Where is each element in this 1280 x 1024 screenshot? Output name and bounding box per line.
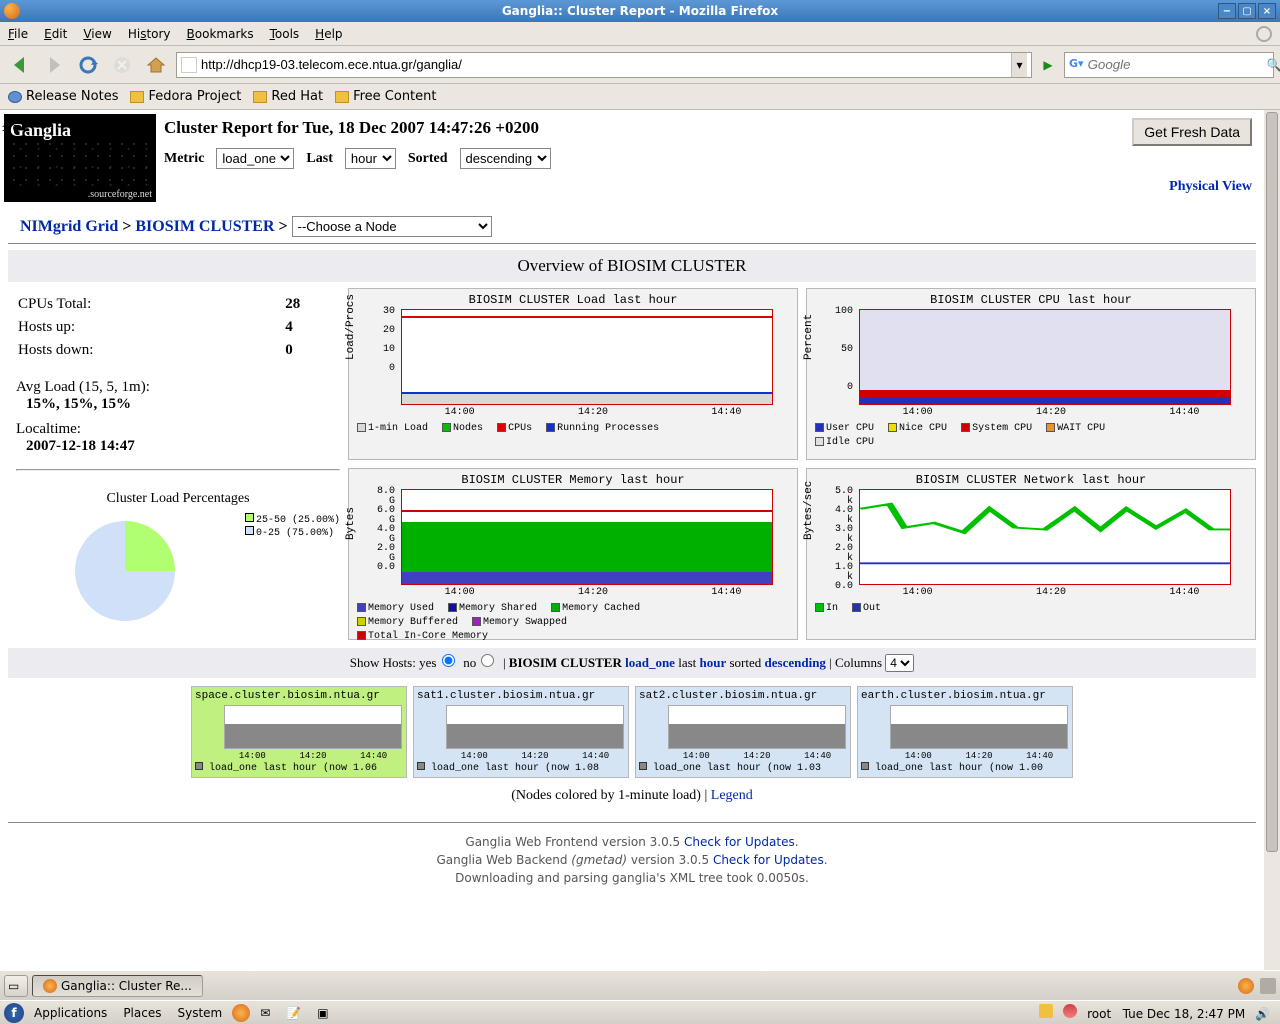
url-bar: ▾ <box>176 52 1032 78</box>
panel-launcher-firefox[interactable] <box>232 1004 250 1022</box>
get-fresh-data-button[interactable]: Get Fresh Data <box>1132 118 1252 146</box>
menu-history[interactable]: History <box>128 27 171 41</box>
menu-bookmarks[interactable]: Bookmarks <box>187 27 254 41</box>
menu-edit[interactable]: Edit <box>44 27 67 41</box>
throbber-icon <box>1256 26 1272 42</box>
tray-trash-icon[interactable] <box>1260 978 1276 994</box>
nodes-label: (Nodes colored by 1-minute load) | Legen… <box>0 778 1264 814</box>
host-card-earth[interactable]: earth.cluster.biosim.ntua.gr 0 - 0.001.0… <box>857 686 1073 778</box>
stats-column: CPUs Total:28 Hosts up:4 Hosts down:0 Av… <box>8 288 348 640</box>
maximize-button[interactable]: ▢ <box>1238 3 1256 19</box>
bookmarks-toolbar: Release Notes Fedora Project Red Hat Fre… <box>0 84 1280 110</box>
metric-select[interactable]: load_one <box>216 148 294 169</box>
bookmark-release-notes[interactable]: Release Notes <box>8 89 118 104</box>
url-dropdown[interactable]: ▾ <box>1011 53 1027 77</box>
bookmark-freecontent[interactable]: Free Content <box>335 89 436 104</box>
menu-tools[interactable]: Tools <box>270 27 300 41</box>
chart-network: BIOSIM CLUSTER Network last hour Bytes/s… <box>806 468 1256 640</box>
folder-icon <box>253 91 267 103</box>
page-icon <box>181 57 197 73</box>
search-button[interactable]: 🔍 <box>1267 58 1280 72</box>
notes-icon <box>1039 1004 1053 1018</box>
showhosts-yes[interactable] <box>442 654 455 667</box>
fedora-menu-button[interactable]: f <box>4 1003 24 1023</box>
user-icon <box>1063 1004 1077 1018</box>
go-button[interactable]: ▶ <box>1038 55 1058 75</box>
page-content: Ganglia .sourceforge.net Get Fresh Data … <box>0 110 1280 970</box>
bookmark-redhat[interactable]: Red Hat <box>253 89 323 104</box>
search-input[interactable] <box>1088 57 1267 72</box>
breadcrumb-cluster[interactable]: BIOSIM CLUSTER <box>135 218 274 235</box>
report-title: Cluster Report for Tue, 18 Dec 2007 14:4… <box>164 118 1252 138</box>
breadcrumb-grid[interactable]: NIMgrid Grid <box>20 218 118 235</box>
window-titlebar: Ganglia:: Cluster Report - Mozilla Firef… <box>0 0 1280 22</box>
columns-select[interactable]: 4 <box>885 654 914 672</box>
panel-launcher-terminal[interactable]: ▣ <box>311 1004 334 1022</box>
minimize-button[interactable]: − <box>1218 3 1236 19</box>
node-select[interactable]: --Choose a Node <box>292 216 492 237</box>
panel-applications[interactable]: Applications <box>28 1004 113 1022</box>
panel-clock[interactable]: root Tue Dec 18, 2:47 PM 🔊 <box>1033 1004 1276 1021</box>
menu-bar: File Edit View History Bookmarks Tools H… <box>0 22 1280 46</box>
overview-title: Overview of BIOSIM CLUSTER <box>8 250 1256 282</box>
taskbar-app-firefox[interactable]: Ganglia:: Cluster Re... <box>32 975 203 997</box>
breadcrumb: NIMgrid Grid > BIOSIM CLUSTER > --Choose… <box>8 210 1256 244</box>
url-input[interactable] <box>201 57 1011 72</box>
chart-load: BIOSIM CLUSTER Load last hour Load/Procs… <box>348 288 798 460</box>
sorted-label: Sorted <box>408 151 448 167</box>
last-label: Last <box>306 151 332 167</box>
taskbar-windowlist: ▭ Ganglia:: Cluster Re... <box>0 970 1280 1000</box>
back-button[interactable] <box>6 51 34 79</box>
bookmark-fedora[interactable]: Fedora Project <box>130 89 241 104</box>
chart-cpu: BIOSIM CLUSTER CPU last hour Percent 100… <box>806 288 1256 460</box>
panel-launcher-editor[interactable]: 📝 <box>280 1004 307 1022</box>
footer-info: Ganglia Web Frontend version 3.0.5 Check… <box>8 822 1256 897</box>
forward-button[interactable] <box>40 51 68 79</box>
reload-button[interactable] <box>74 51 102 79</box>
legend-link[interactable]: Legend <box>711 788 753 803</box>
host-card-sat1[interactable]: sat1.cluster.biosim.ntua.gr 0 - 0.001.0 … <box>413 686 629 778</box>
panel-system[interactable]: System <box>171 1004 228 1022</box>
panel-launcher-mail[interactable]: ✉ <box>254 1004 276 1022</box>
taskbar-panel: f Applications Places System ✉ 📝 ▣ root … <box>0 1000 1280 1024</box>
folder-icon <box>335 91 349 103</box>
fedora-bookmark-icon <box>8 91 22 103</box>
host-card-sat2[interactable]: sat2.cluster.biosim.ntua.gr 0 - 0.001.0 … <box>635 686 851 778</box>
chart-memory: BIOSIM CLUSTER Memory last hour Bytes 8.… <box>348 468 798 640</box>
firefox-icon <box>43 979 57 993</box>
pie-chart: Cluster Load Percentages 25-50 (25.00%) … <box>16 491 340 629</box>
sorted-select[interactable]: descending <box>460 148 551 169</box>
close-button[interactable]: × <box>1258 3 1276 19</box>
menu-help[interactable]: Help <box>315 27 342 41</box>
stop-button[interactable] <box>108 51 136 79</box>
updates-link-backend[interactable]: Check for Updates <box>713 853 824 867</box>
host-grid: space.cluster.biosim.ntua.gr 0 - 0.001.0… <box>0 686 1264 778</box>
show-desktop-button[interactable]: ▭ <box>4 975 28 997</box>
showhosts-no[interactable] <box>481 654 494 667</box>
last-select[interactable]: hour <box>345 148 396 169</box>
metric-label: Metric <box>164 151 204 167</box>
updates-link-frontend[interactable]: Check for Updates <box>684 835 795 849</box>
window-title: Ganglia:: Cluster Report - Mozilla Firef… <box>502 4 778 18</box>
tray-firefox-icon[interactable] <box>1238 978 1254 994</box>
scrollbar-thumb[interactable] <box>1266 112 1278 852</box>
volume-icon[interactable]: 🔊 <box>1255 1007 1270 1021</box>
search-box: G▾ 🔍 <box>1064 52 1274 78</box>
navigation-toolbar: ▾ ▶ G▾ 🔍 <box>0 46 1280 84</box>
host-card-space[interactable]: space.cluster.biosim.ntua.gr 0 - 0.001.0… <box>191 686 407 778</box>
google-icon: G▾ <box>1069 57 1084 73</box>
home-button[interactable] <box>142 51 170 79</box>
hosts-bar: Show Hosts: yes no | BIOSIM CLUSTER load… <box>8 648 1256 678</box>
folder-icon <box>130 91 144 103</box>
panel-places[interactable]: Places <box>117 1004 167 1022</box>
firefox-icon <box>4 3 20 19</box>
physical-view-link[interactable]: Physical View <box>1169 179 1252 195</box>
menu-view[interactable]: View <box>83 27 111 41</box>
menu-file[interactable]: File <box>8 27 28 41</box>
